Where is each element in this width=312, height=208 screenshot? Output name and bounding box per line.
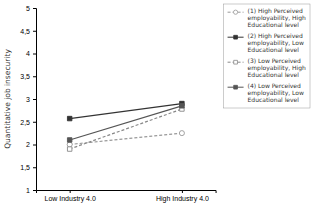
x-tick: Low Industry 4.0 [44, 190, 95, 203]
series-marker [67, 142, 72, 147]
series-marker [67, 138, 71, 142]
y-tick-mark [33, 122, 36, 123]
y-tick-label: 3,5 [20, 73, 30, 80]
y-tick-label: 4,5 [20, 27, 30, 34]
x-axis: Low Industry 4.0 High Industry 4.0 [37, 190, 217, 203]
y-axis-title: Quantitative job insecurity [3, 49, 12, 149]
x-tick-mark [182, 190, 183, 193]
series [67, 131, 184, 147]
legend-label-line: (4) Low Perceived [248, 82, 301, 89]
y-tick-mark [33, 145, 36, 146]
legend-label: (3) Low Perceivedemployability, HighEduc… [248, 57, 306, 78]
legend-label-line: Educational level [248, 46, 300, 53]
legend-item: (2) High Perceivedemployability, LowEduc… [228, 32, 304, 53]
y-tick: 2 [26, 141, 36, 148]
legend-marker [234, 60, 238, 64]
y-tick-mark [33, 76, 36, 77]
legend-label-line: Educational level [248, 71, 300, 78]
legend-label-line: Educational level [248, 21, 300, 28]
series-line [70, 109, 182, 149]
legend-marker [234, 85, 238, 89]
series [67, 107, 184, 152]
x-tick-mark [70, 190, 71, 193]
x-tick-label: High Industry 4.0 [156, 195, 209, 203]
y-tick-label: 5 [26, 5, 30, 12]
legend: (1) High Perceivedemployability, HighEdu… [224, 4, 310, 108]
legend-item: (3) Low Perceivedemployability, HighEduc… [228, 57, 306, 78]
legend-item: (4) Low Perceivedemployability, LowEduca… [228, 82, 304, 103]
series-marker [67, 116, 71, 120]
y-tick-label: 3 [26, 96, 30, 103]
y-axis: 1 1,5 2 2,5 3 3,5 4 4,5 5 [20, 5, 36, 194]
y-tick: 1 [26, 187, 36, 194]
y-tick: 5 [26, 5, 36, 12]
x-tick: High Industry 4.0 [156, 190, 209, 203]
legend-marker [234, 35, 238, 39]
y-tick: 4 [26, 50, 36, 57]
series-marker [179, 131, 184, 136]
legend-item: (1) High Perceivedemployability, HighEdu… [228, 7, 306, 28]
y-tick: 2,5 [20, 118, 36, 125]
legend-label-line: Educational level [248, 96, 300, 103]
y-tick: 4,5 [20, 27, 36, 34]
y-tick-label: 2 [26, 141, 30, 148]
y-tick-label: 1 [26, 187, 30, 194]
y-tick: 3,5 [20, 73, 36, 80]
y-tick-label: 1,5 [20, 164, 30, 171]
y-tick-mark [33, 31, 36, 32]
legend-label: (1) High Perceivedemployability, HighEdu… [248, 7, 306, 28]
series-marker [180, 104, 184, 108]
series-marker [67, 147, 71, 151]
x-axis-line [37, 191, 217, 194]
y-axis-line [33, 9, 37, 191]
series-line [70, 106, 182, 140]
chart: 1 1,5 2 2,5 3 3,5 4 4,5 5 Low Industry 4.0 High In… [0, 0, 312, 208]
y-tick: 3 [26, 96, 36, 103]
y-tick-mark [33, 167, 36, 168]
y-tick-mark [33, 99, 36, 100]
y-tick-mark [33, 190, 36, 191]
legend-label: (4) Low Perceivedemployability, LowEduca… [248, 82, 304, 103]
legend-label-line: (3) Low Perceived [248, 57, 301, 64]
plot: 1 1,5 2 2,5 3 3,5 4 4,5 5 Low Industry 4.0 High In… [20, 5, 216, 203]
series [67, 104, 184, 143]
legend-marker [233, 10, 237, 14]
y-tick-label: 2,5 [20, 118, 30, 125]
legend-label: (2) High Perceivedemployability, LowEduc… [248, 32, 304, 53]
x-tick-label: Low Industry 4.0 [44, 195, 95, 203]
y-tick-mark [33, 54, 36, 55]
y-tick-label: 4 [26, 50, 30, 57]
y-tick: 1,5 [20, 164, 36, 171]
y-tick-mark [33, 8, 36, 9]
series-layer [67, 101, 184, 151]
legend-frame [224, 4, 310, 108]
